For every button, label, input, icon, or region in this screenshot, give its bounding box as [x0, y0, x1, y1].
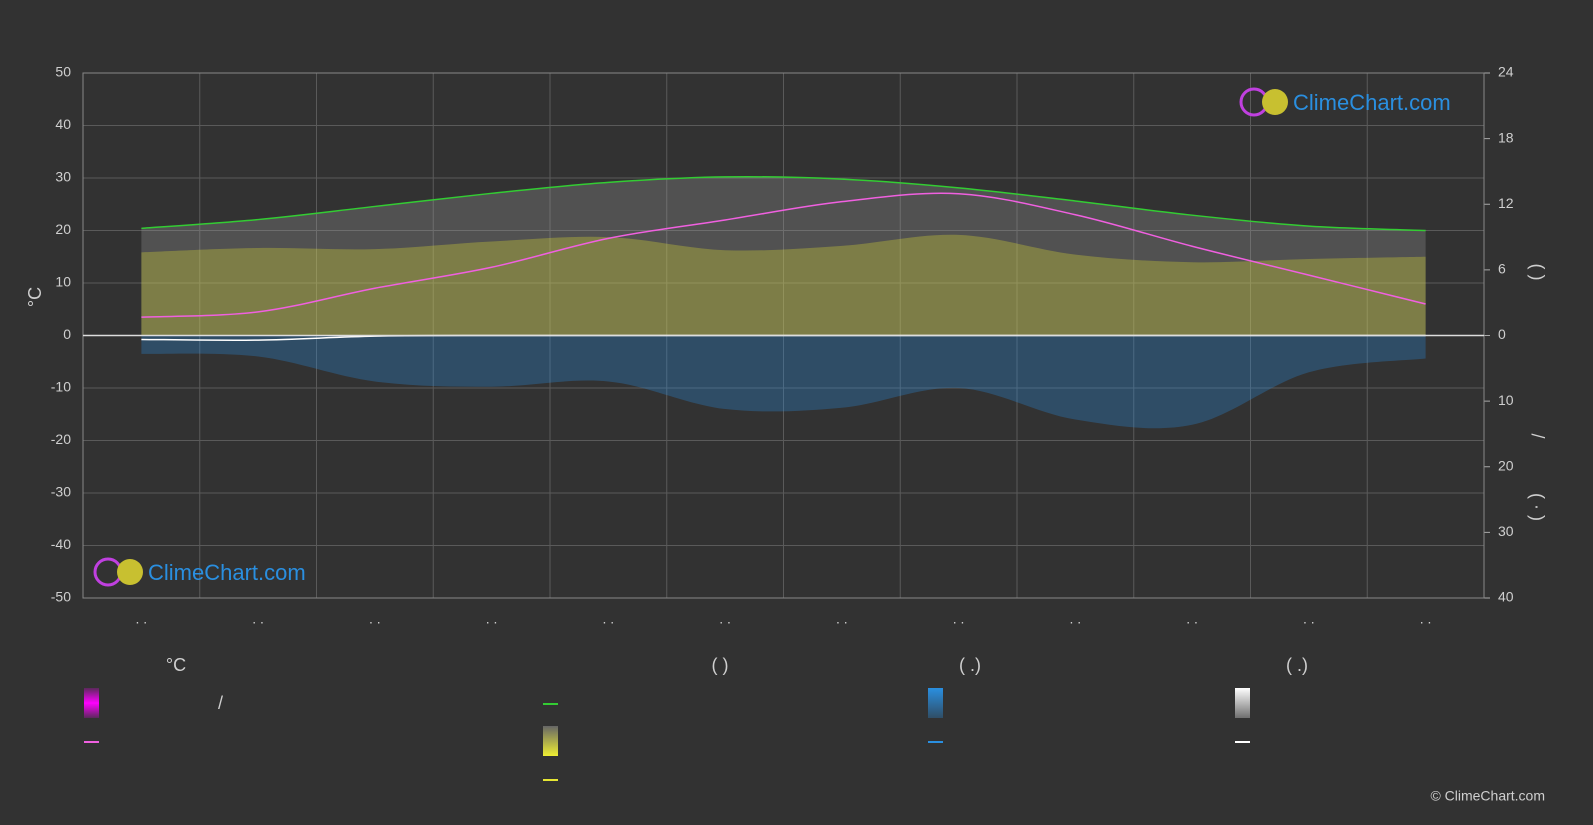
y3-axis-label: ( · )	[1527, 493, 1547, 521]
x-tick-label: . .	[369, 611, 381, 627]
y-tick-label: 10	[55, 274, 71, 290]
y-tick-label: -10	[51, 379, 71, 395]
y-tick-label: -20	[51, 431, 71, 447]
legend-header: ( )	[712, 655, 729, 675]
legend-swatch	[928, 688, 943, 718]
axis-separator: /	[1527, 433, 1547, 438]
y2-tick-label: 12	[1498, 195, 1514, 211]
series-line	[141, 192, 1426, 318]
legend-note: /	[218, 693, 223, 713]
legend-swatch	[1235, 688, 1250, 718]
y2-tick-label: 24	[1498, 64, 1514, 80]
y-tick-label: -30	[51, 484, 71, 500]
logo-text: ClimeChart.com	[1293, 90, 1451, 115]
series-line	[141, 175, 1426, 232]
copyright: © ClimeChart.com	[1430, 788, 1545, 804]
legend-header: °C	[166, 655, 186, 675]
legend-swatch	[543, 726, 558, 756]
y3-tick-label: 30	[1498, 523, 1514, 539]
y-tick-label: 40	[55, 116, 71, 132]
y2-tick-label: 6	[1498, 261, 1506, 277]
x-tick-label: . .	[1420, 611, 1432, 627]
x-tick-label: . .	[1070, 611, 1082, 627]
x-tick-label: . .	[136, 611, 148, 627]
y-tick-label: 50	[55, 64, 71, 80]
y3-tick-label: 10	[1498, 392, 1514, 408]
y2-tick-label: 0	[1498, 326, 1506, 342]
x-tick-label: . .	[719, 611, 731, 627]
y3-tick-label: 40	[1498, 589, 1514, 605]
y2-axis-label: ( )	[1527, 264, 1547, 281]
x-tick-label: . .	[953, 611, 965, 627]
x-tick-label: . .	[486, 611, 498, 627]
y-axis-label: °C	[25, 287, 45, 307]
logo-top: ClimeChart.com	[1239, 87, 1451, 117]
y-tick-label: -40	[51, 536, 71, 552]
legend-header: ( .)	[1286, 655, 1308, 675]
legend-swatch	[84, 688, 99, 718]
x-tick-label: . .	[252, 611, 264, 627]
y-tick-label: -50	[51, 589, 71, 605]
logo-icon	[1262, 89, 1288, 115]
legend-header: ( .)	[959, 655, 981, 675]
x-tick-label: . .	[1186, 611, 1198, 627]
y3-tick-label: 20	[1498, 457, 1514, 473]
x-tick-label: . .	[603, 611, 615, 627]
logo-text: ClimeChart.com	[148, 560, 306, 585]
y-tick-label: 20	[55, 221, 71, 237]
series-area	[141, 234, 1426, 336]
series-area	[141, 335, 1426, 429]
y2-tick-label: 18	[1498, 129, 1514, 145]
series-area	[141, 176, 1426, 336]
x-tick-label: . .	[1303, 611, 1315, 627]
logo-bottom: ClimeChart.com	[93, 557, 306, 587]
y-tick-label: 30	[55, 169, 71, 185]
y-tick-label: 0	[63, 326, 71, 342]
logo-icon	[117, 559, 143, 585]
x-tick-label: . .	[836, 611, 848, 627]
